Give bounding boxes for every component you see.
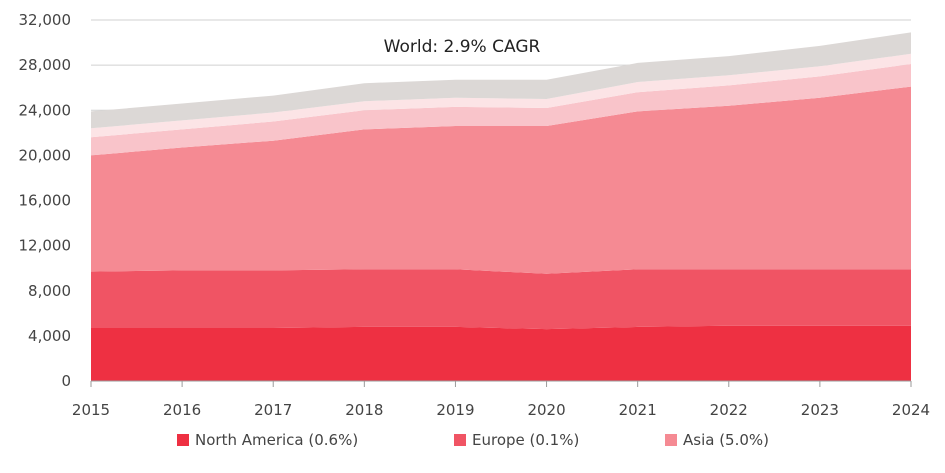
legend-item: Asia (5.0%) [665, 431, 769, 449]
legend-label: Asia (5.0%) [683, 431, 770, 449]
x-axis-tick-labels: 2015 2016 2017 2018 2019 2020 2021 2022 2023 2024 [72, 401, 930, 419]
legend-label: North America (0.6%) [195, 431, 359, 449]
stacked-area-chart: 0 4,000 8,000 12,000 16,000 20,000 24,000 28,00… [19, 11, 931, 419]
legend-swatch [454, 434, 466, 446]
axes [90, 380, 912, 387]
y-tick-label: 28,000 [19, 56, 72, 74]
legend: North America (0.6%) Europe (0.1%) Asia (5… [0, 431, 945, 459]
legend-item: Europe (0.1%) [454, 431, 579, 449]
y-tick-label: 12,000 [19, 237, 72, 255]
y-tick-label: 24,000 [19, 101, 72, 119]
y-tick-label: 8,000 [28, 282, 71, 300]
y-tick-label: 0 [61, 372, 71, 390]
area-series-5 [91, 32, 911, 129]
area-series-1 [91, 269, 911, 330]
x-tick-label: 2023 [801, 401, 839, 419]
series-areas [91, 32, 911, 381]
x-tick-label: 2017 [254, 401, 292, 419]
legend-item: North America (0.6%) [177, 431, 358, 449]
legend-swatch [665, 434, 677, 446]
y-tick-label: 16,000 [19, 192, 72, 210]
x-tick-label: 2016 [163, 401, 201, 419]
x-tick-label: 2020 [527, 401, 565, 419]
y-tick-label: 4,000 [28, 327, 71, 345]
cagr-annotation: World: 2.9% CAGR [384, 37, 541, 57]
area-series-4 [91, 53, 911, 138]
x-tick-label: 2015 [72, 401, 110, 419]
x-tick-label: 2018 [345, 401, 383, 419]
x-tick-label: 2021 [619, 401, 657, 419]
x-tick-label: 2022 [710, 401, 748, 419]
x-tick-label: 2024 [892, 401, 930, 419]
area-series-0 [91, 325, 911, 381]
y-axis-tick-labels: 0 4,000 8,000 12,000 16,000 20,000 24,000 28,00… [19, 11, 72, 390]
legend-label: Europe (0.1%) [472, 431, 580, 449]
area-series-3 [91, 64, 911, 156]
y-tick-label: 20,000 [19, 146, 72, 164]
legend-swatch [177, 434, 189, 446]
area-series-2 [91, 86, 911, 274]
y-tick-label: 32,000 [19, 11, 72, 29]
x-tick-label: 2019 [436, 401, 474, 419]
